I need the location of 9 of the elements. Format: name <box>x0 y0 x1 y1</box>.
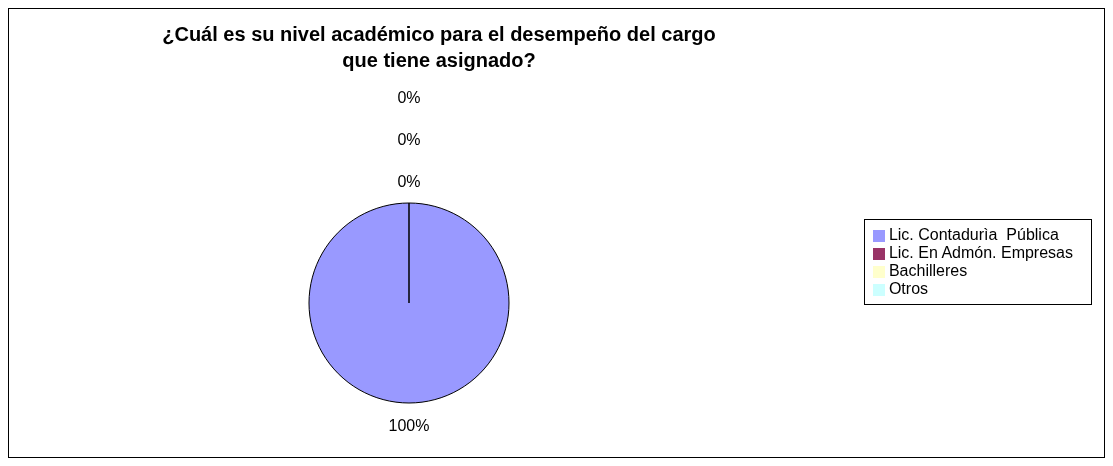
text: 0% <box>397 130 421 148</box>
legend-label: Otros <box>888 280 929 297</box>
chart-title: ¿Cuál es su nivel académico para el desempeño del cargo que tiene asignado? <box>161 22 717 73</box>
text: 0% <box>397 88 421 106</box>
legend-label: Lic. Contadurìa Pública <box>888 226 1059 243</box>
data-label: 100% <box>388 416 430 434</box>
legend-label: Bachilleres <box>888 262 968 279</box>
text: 0% <box>397 172 421 190</box>
legend-label: Lic. En Admón. Empresas <box>888 244 1073 261</box>
